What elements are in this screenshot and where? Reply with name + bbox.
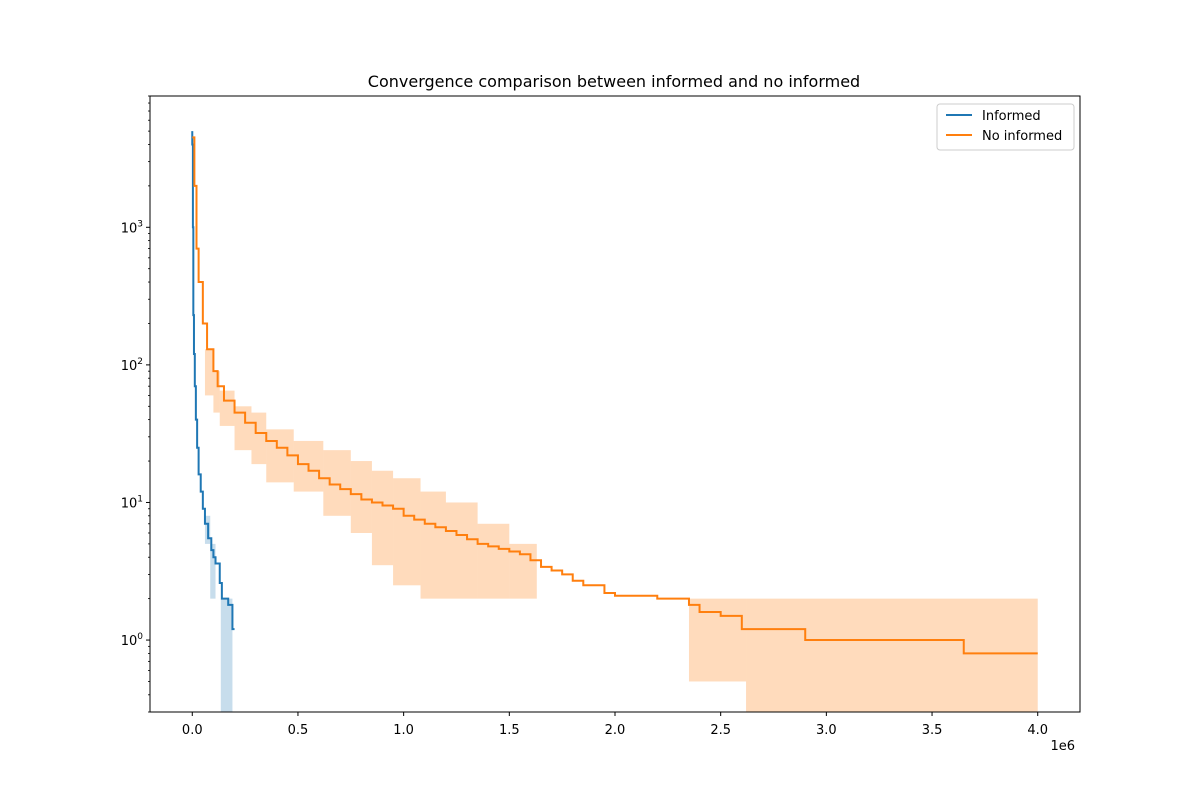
no-informed-band <box>420 491 446 599</box>
y-tick-label: 103 <box>121 219 143 236</box>
informed-series-line <box>191 131 235 631</box>
x-tick-label: 2.0 <box>605 723 626 738</box>
no-informed-band <box>509 543 537 599</box>
x-offset-label: 1e6 <box>1050 739 1075 754</box>
no-informed-band <box>746 598 1038 712</box>
x-tick-label: 0.5 <box>288 723 309 738</box>
informed-band <box>210 543 216 599</box>
legend-label-no-informed: No informed <box>982 129 1062 144</box>
bands-layer <box>204 349 1038 712</box>
x-tick-label: 2.5 <box>710 723 731 738</box>
y-tick-label: 100 <box>121 632 144 649</box>
x-tick-label: 1.0 <box>393 723 414 738</box>
y-tick-label: 101 <box>121 494 143 511</box>
no-informed-series-line <box>192 136 1038 655</box>
chart-title: Convergence comparison between informed … <box>368 72 860 91</box>
x-tick-label: 0.0 <box>182 723 203 738</box>
no-informed-band <box>323 450 351 516</box>
no-informed-band <box>219 390 235 426</box>
no-informed-band <box>213 371 220 413</box>
no-informed-band <box>251 412 267 465</box>
no-informed-band <box>477 523 510 599</box>
no-informed-band <box>371 470 394 566</box>
legend-label-informed: Informed <box>982 109 1041 124</box>
no-informed-band <box>393 478 421 586</box>
x-tick-label: 4.0 <box>1027 723 1048 738</box>
y-tick-label: 102 <box>121 357 143 374</box>
x-tick-label: 3.5 <box>922 723 943 738</box>
no-informed-band <box>445 502 478 599</box>
no-informed-band <box>204 349 214 396</box>
lines-layer <box>191 131 1038 655</box>
legend: Informed No informed <box>936 103 1075 151</box>
axis-ticks: 0.0 0.5 1.0 1.5 2.0 2.5 3.0 3.5 4.0 100 101 102 103 <box>121 95 1048 738</box>
x-tick-label: 3.0 <box>816 723 837 738</box>
informed-band <box>220 598 233 712</box>
no-informed-band <box>234 406 252 451</box>
x-tick-label: 1.5 <box>499 723 520 738</box>
